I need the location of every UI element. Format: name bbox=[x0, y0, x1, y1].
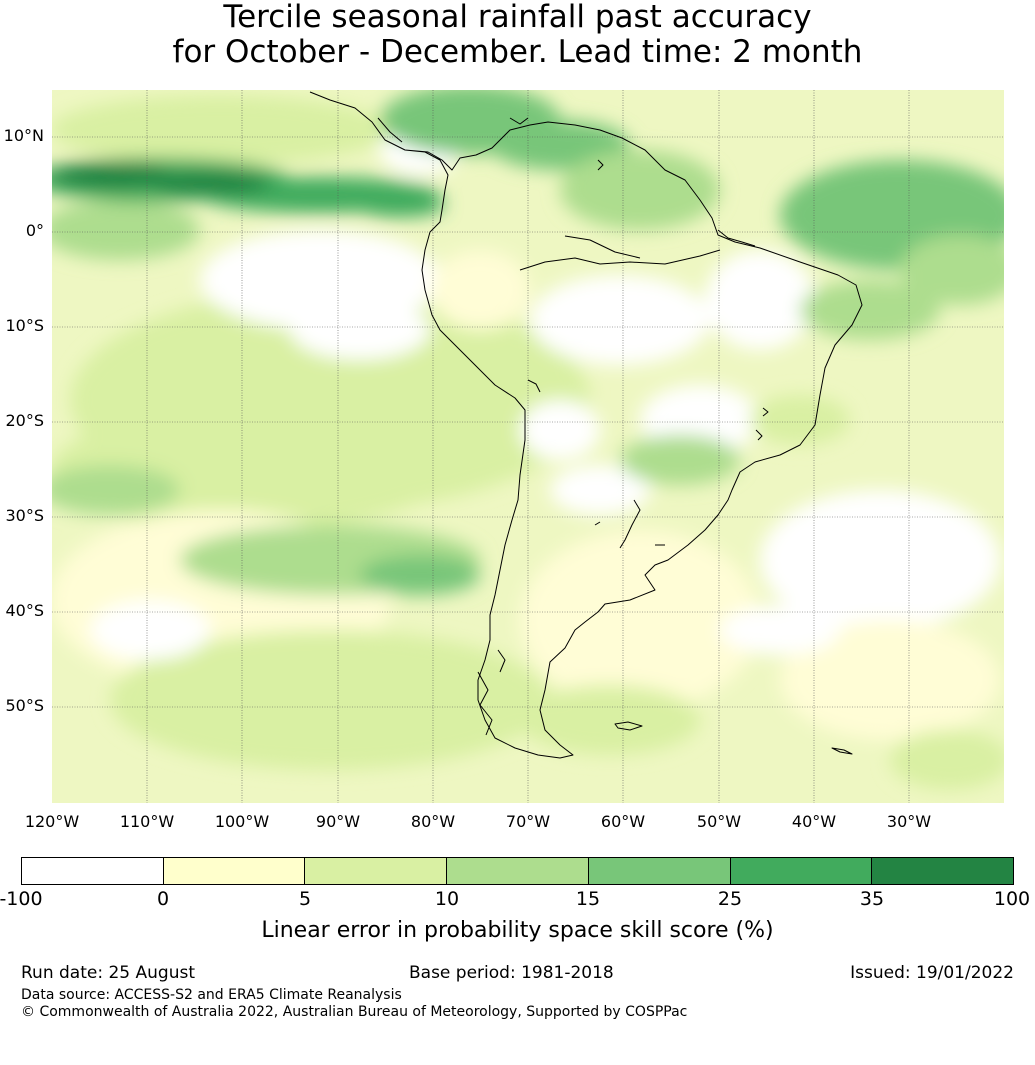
colorbar-tick: 25 bbox=[717, 888, 743, 910]
lon-label: 60°W bbox=[600, 812, 646, 831]
data-source: Data source: ACCESS-S2 and ERA5 Climate … bbox=[21, 987, 402, 1003]
colorbar-tick: -100 bbox=[0, 888, 43, 910]
lon-label: 100°W bbox=[214, 812, 270, 831]
lon-label: 50°W bbox=[696, 812, 742, 831]
lon-label: 90°W bbox=[315, 812, 361, 831]
colorbar-tick: 10 bbox=[434, 888, 460, 910]
colorbar-segment bbox=[304, 858, 447, 884]
skill-score-map bbox=[52, 90, 1004, 803]
lat-label: 30°S bbox=[5, 506, 44, 525]
lon-label: 120°W bbox=[24, 812, 80, 831]
colorbar bbox=[21, 857, 1014, 885]
colorbar-tick: 100 bbox=[993, 888, 1031, 910]
issued-date: Issued: 19/01/2022 bbox=[850, 963, 1014, 983]
lon-label: 70°W bbox=[505, 812, 551, 831]
lon-label: 30°W bbox=[886, 812, 932, 831]
coastline bbox=[309, 91, 863, 759]
map-title-line1: Tercile seasonal rainfall past accuracy bbox=[223, 0, 812, 35]
copyright: © Commonwealth of Australia 2022, Austra… bbox=[21, 1004, 688, 1020]
graticule bbox=[52, 90, 1004, 803]
lon-label: 80°W bbox=[410, 812, 456, 831]
colorbar-tick: 5 bbox=[298, 888, 312, 910]
lat-label: 50°S bbox=[5, 696, 44, 715]
colorbar-segment bbox=[22, 858, 163, 884]
colorbar-segment bbox=[871, 858, 1014, 884]
map-title-line2: for October - December. Lead time: 2 mon… bbox=[172, 34, 863, 70]
colorbar-segment bbox=[729, 858, 872, 884]
lon-label: 110°W bbox=[119, 812, 175, 831]
lat-label: 10°S bbox=[5, 316, 44, 335]
lat-label: 20°S bbox=[5, 411, 44, 430]
colorbar-segment bbox=[162, 858, 305, 884]
colorbar-tick: 35 bbox=[859, 888, 885, 910]
lon-label: 40°W bbox=[791, 812, 837, 831]
lat-label: 40°S bbox=[5, 601, 44, 620]
colorbar-segment bbox=[587, 858, 730, 884]
run-date: Run date: 25 August bbox=[21, 963, 195, 983]
colorbar-tick: 0 bbox=[156, 888, 170, 910]
colorbar-segment bbox=[446, 858, 588, 884]
lat-label: 10°N bbox=[3, 126, 44, 145]
colorbar-tick: 15 bbox=[575, 888, 601, 910]
base-period: Base period: 1981-2018 bbox=[409, 963, 614, 983]
colorbar-label: Linear error in probability space skill … bbox=[261, 918, 774, 943]
lat-label: 0° bbox=[25, 221, 44, 240]
skill-field bbox=[52, 90, 1004, 803]
